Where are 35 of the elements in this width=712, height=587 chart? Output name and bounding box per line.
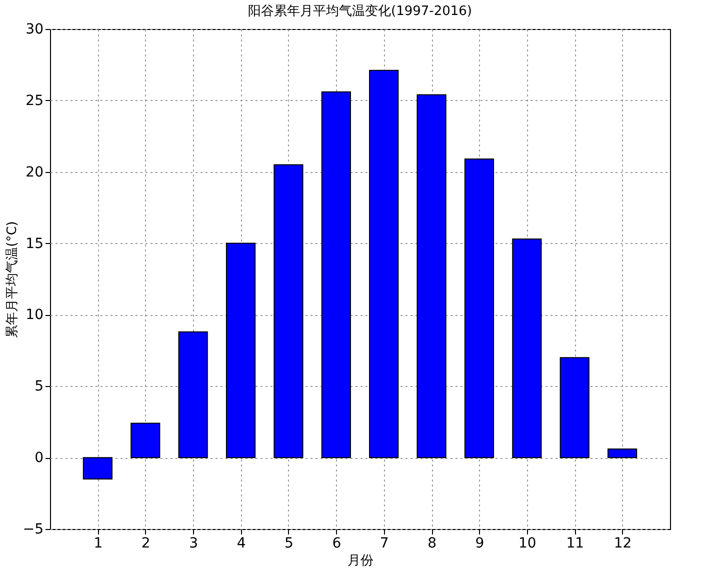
x-tick-label: 2 <box>141 536 150 552</box>
bar <box>274 164 304 458</box>
x-tick-label: 12 <box>614 536 632 552</box>
y-tick-label: 20 <box>26 164 44 180</box>
x-tick-label: 8 <box>428 536 436 552</box>
x-tick-label: 6 <box>332 536 342 552</box>
bar <box>416 94 446 458</box>
bar <box>608 448 638 458</box>
x-tick-label: 11 <box>566 536 584 552</box>
y-tick-label: 15 <box>26 236 44 252</box>
x-tick-label: 9 <box>475 536 484 552</box>
y-tick-label: 30 <box>26 22 44 38</box>
bar <box>82 457 112 480</box>
y-axis-title: 累年月平均气温(°C) <box>4 221 20 338</box>
bar <box>560 357 590 458</box>
bar <box>464 158 494 458</box>
bar <box>321 91 351 458</box>
x-tick-label: 1 <box>94 536 103 552</box>
x-axis-title: 月份 <box>348 554 374 568</box>
y-tick-label: 5 <box>34 378 44 395</box>
bar <box>369 70 399 458</box>
y-tick-label: 25 <box>26 92 44 109</box>
x-tick-label: 4 <box>236 536 246 552</box>
x-tick-label: 3 <box>189 536 198 552</box>
x-tick-label: 5 <box>284 536 294 552</box>
x-tick-label: 7 <box>380 536 389 552</box>
bar <box>130 422 160 458</box>
y-tick-label: 10 <box>26 307 44 324</box>
y-tick-label: 0 <box>34 450 44 466</box>
bar <box>178 331 208 458</box>
bar <box>226 242 256 458</box>
chart-title: 阳谷累年月平均气温变化(1997-2016) <box>248 4 472 19</box>
y-tick-label: −5 <box>22 522 44 538</box>
bar <box>512 238 542 458</box>
x-tick-label: 10 <box>518 536 536 552</box>
